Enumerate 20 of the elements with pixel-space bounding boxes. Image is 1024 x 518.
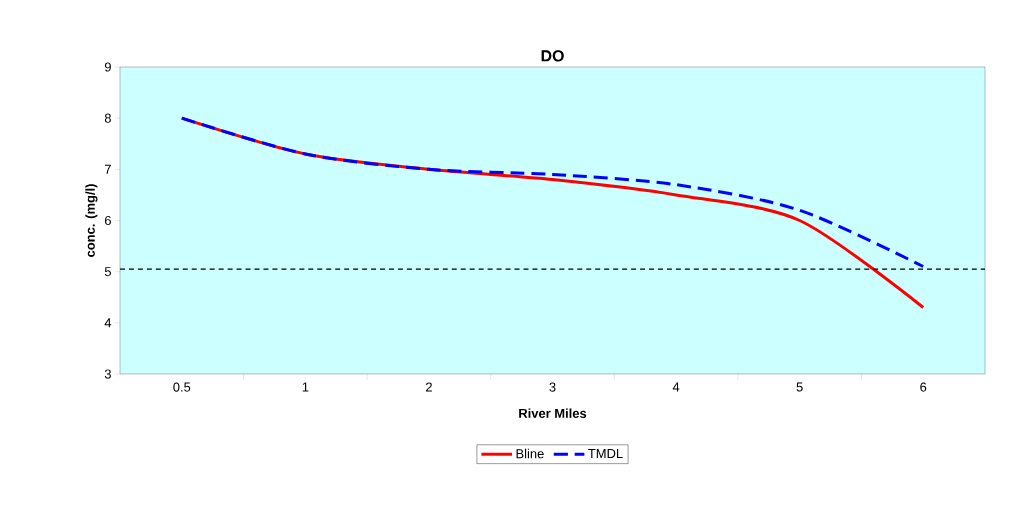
y-axis-title: conc. (mg/l) (85, 184, 98, 257)
x-tick-label: 1 (302, 382, 309, 392)
x-tick-label: 2 (425, 382, 432, 392)
x-tick-label: 0.5 (173, 382, 191, 392)
x-tick-label: 5 (796, 382, 803, 392)
y-tick-label: 6 (104, 215, 111, 226)
y-tick-label: 5 (104, 267, 111, 277)
line-series (180, 116, 925, 269)
y-tick-label: 3 (104, 369, 111, 379)
legend-label: TMDL (588, 449, 623, 458)
chart-title: DO (541, 50, 564, 62)
legend-label: Bline (516, 448, 544, 459)
y-tick-label: 9 (104, 62, 111, 72)
x-tick-label: 6 (920, 382, 927, 392)
x-axis-title: River Miles (519, 408, 587, 418)
y-tick-label: 8 (104, 113, 111, 123)
y-tick-label: 7 (104, 164, 111, 174)
x-tick-label: 4 (672, 382, 680, 392)
y-tick-label: 4 (104, 318, 112, 328)
x-tick-label: 3 (549, 382, 556, 392)
